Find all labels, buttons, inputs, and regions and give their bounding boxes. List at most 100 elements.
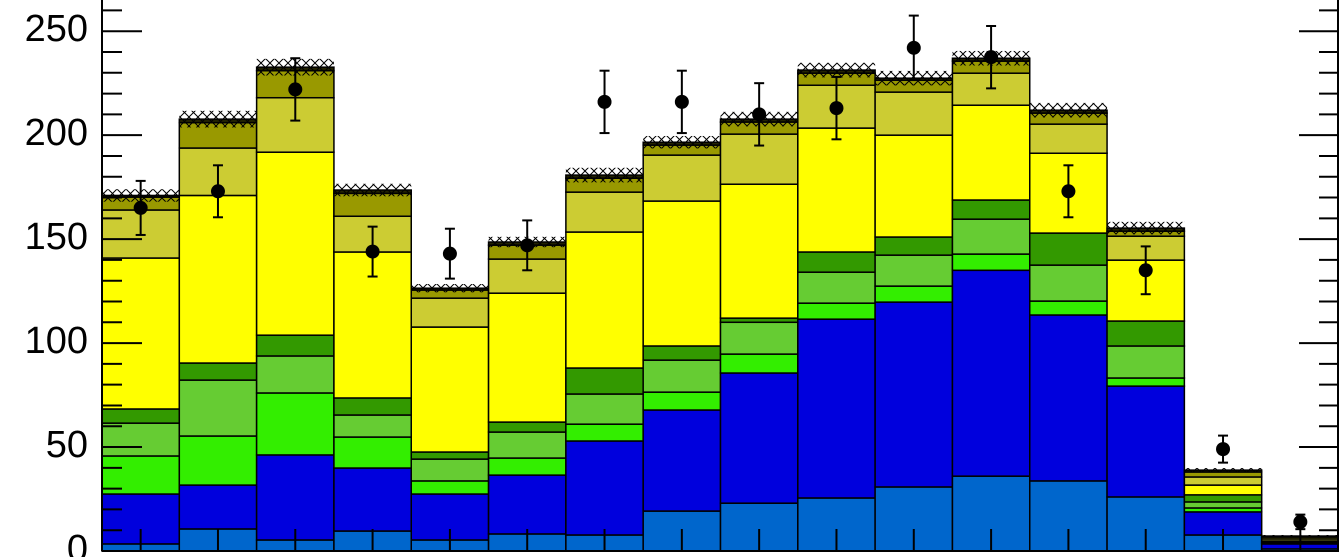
uncertainty-band (411, 284, 489, 293)
bar-segment (178, 362, 258, 381)
y-tick-label: 50 (46, 424, 88, 466)
bar-segment (333, 467, 412, 532)
bar-segment (333, 414, 412, 438)
bar-segment (410, 451, 490, 460)
bar-segment (1029, 232, 1108, 266)
data-point (288, 82, 303, 97)
uncertainty-band (643, 135, 721, 149)
bar-segment (255, 454, 335, 541)
bar-segment (1183, 476, 1263, 486)
bar-segment (255, 96, 335, 153)
data-point (752, 107, 767, 122)
data-point (442, 246, 457, 261)
bar-segment (951, 218, 1031, 255)
data-point (906, 40, 921, 55)
bar-segment (797, 127, 876, 253)
data-point (1293, 514, 1308, 529)
bar-segment (487, 457, 567, 476)
bar-segment (642, 200, 722, 347)
uncertainty-band (1107, 221, 1185, 235)
data-point (984, 50, 999, 65)
data-point (829, 101, 844, 116)
bar-segment (178, 435, 258, 486)
bar-segment (255, 151, 335, 336)
bar-segment (719, 183, 799, 319)
bar-segment (951, 199, 1031, 220)
bar-segment (1183, 501, 1263, 509)
bar-segment (178, 484, 258, 530)
bar-segment (719, 372, 799, 504)
uncertainty-band (1029, 102, 1108, 118)
bar-segment (874, 254, 954, 287)
bar-segment (1029, 300, 1108, 316)
bar-segment (487, 431, 567, 459)
bar-segment (565, 367, 644, 395)
bar-segment (797, 302, 876, 320)
bar-segment (1029, 264, 1108, 302)
bar-segment (487, 474, 567, 535)
bar-segment (874, 301, 954, 488)
bar-segment (797, 318, 876, 499)
bar-segment (178, 194, 258, 364)
bar-segment (565, 440, 644, 536)
bar-segment (101, 408, 181, 424)
bar-segment (1183, 494, 1263, 503)
bar-segment (797, 271, 876, 304)
bar-segment (255, 334, 335, 357)
bar-segment (1029, 123, 1108, 154)
bar-segment (1106, 377, 1186, 387)
bar-segment (410, 297, 490, 328)
data-point (365, 244, 380, 259)
bar-segment (874, 91, 954, 136)
data-point (1216, 442, 1231, 457)
bar-segment (874, 134, 954, 238)
bar-segment (255, 355, 335, 394)
bar-segment (642, 345, 722, 361)
data-point (597, 94, 612, 109)
bar-segment (410, 480, 490, 495)
bar-segment (487, 421, 567, 433)
bar-segment (178, 379, 258, 437)
bar-segment (565, 191, 644, 233)
y-tick-label: 250 (25, 8, 88, 50)
bar-segment (333, 397, 412, 416)
bar-segment (255, 392, 335, 456)
bar-segment (951, 269, 1031, 477)
uncertainty-band (179, 110, 257, 128)
bar-segment (1029, 314, 1108, 482)
bar-segment (719, 353, 799, 374)
bar-segment (1183, 484, 1263, 496)
data-point (1138, 263, 1153, 278)
bar-segment (333, 436, 412, 469)
bar-segment (565, 393, 644, 425)
uncertainty-band (565, 167, 644, 183)
y-tick-label: 200 (25, 112, 88, 154)
bar-segment (719, 321, 799, 355)
bar-segment (642, 391, 722, 411)
data-point (520, 238, 535, 253)
bar-segment (642, 359, 722, 393)
bar-segment (951, 253, 1031, 272)
bar-segment (333, 192, 412, 217)
bar-segment (487, 292, 567, 423)
bar-segment (874, 236, 954, 256)
bar-segment (1106, 345, 1186, 379)
y-tick-label: 150 (25, 216, 88, 258)
data-point (133, 200, 148, 215)
bar-segment (874, 285, 954, 303)
bar-segment (410, 458, 490, 482)
bar-segment (642, 409, 722, 512)
bar-segment (797, 251, 876, 273)
bar-segment (642, 154, 722, 202)
bar-segment (565, 423, 644, 442)
bar-segment (1106, 385, 1186, 498)
uncertainty-band (797, 62, 876, 78)
bar-segment (951, 104, 1031, 201)
uncertainty-band (1184, 468, 1262, 473)
bar-segment (565, 231, 644, 369)
bar-segment (101, 422, 181, 457)
y-tick-label: 100 (25, 320, 88, 362)
data-point (210, 184, 225, 199)
bar-segment (410, 326, 490, 453)
